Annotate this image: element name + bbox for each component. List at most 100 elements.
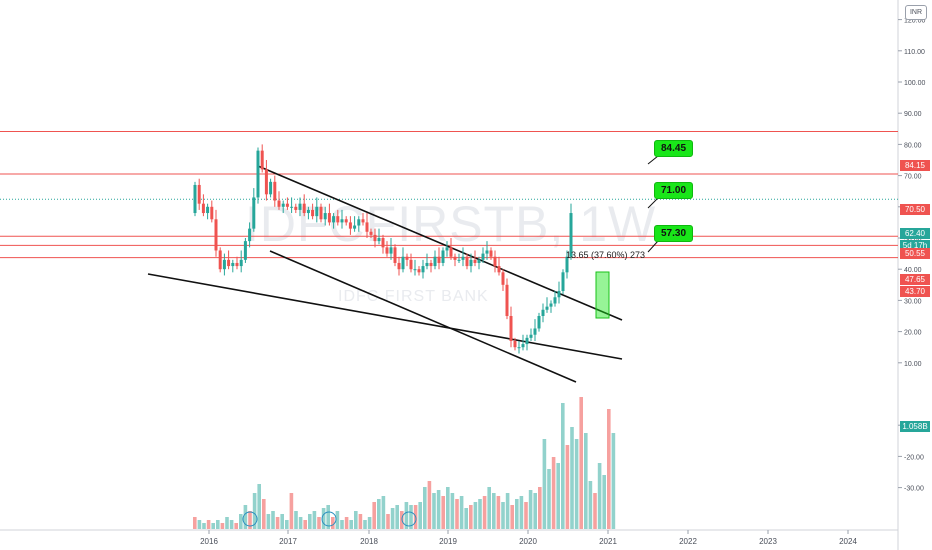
volume-bar [377,499,381,529]
volume-bar [478,499,482,529]
candle-body [264,169,268,195]
volume-bar [340,520,344,529]
candle-body [269,181,273,195]
volume-bar [423,487,427,529]
volume-bar [551,457,556,529]
volume-bar [602,475,606,529]
candle-body [323,213,327,220]
price-axis-label: 70.00 [904,174,922,181]
candle-body [290,206,294,208]
candle-body [517,347,521,349]
volume-bar [363,520,367,529]
time-axis-label: 2021 [599,537,617,546]
candle-body [445,247,449,251]
volume-bar [501,502,505,529]
target-pointer-line [647,155,659,165]
volume-bar [533,493,537,529]
price-tag: 50.55 [900,248,930,259]
trend-line[interactable] [257,165,623,321]
volume-bar [298,517,303,529]
volume-bar [275,517,280,529]
volume-bar [372,502,376,529]
price-tag: 47.65 [900,274,930,285]
candle-body [214,219,218,251]
candle-body [549,303,553,307]
candle-body [509,316,513,341]
candle-body [485,250,489,254]
candle-body [465,256,469,267]
candle-body [477,259,481,263]
volume-bar [317,517,321,529]
volume-bar [367,517,372,529]
volume-bar [492,493,496,529]
time-axis-label: 2024 [839,537,857,546]
volume-bar [450,493,455,529]
price-tag: 5d 17h [900,240,930,251]
candle-body [319,206,323,220]
target-label[interactable]: 84.45 [654,140,694,157]
volume-bar [326,505,330,529]
watermark-symbol: IDFCFIRSTB, 1W [245,196,657,252]
volume-bar [547,469,551,529]
volume-bar [252,493,257,529]
volume-bar [197,520,202,529]
event-marker-icon[interactable] [401,511,417,527]
candle-body [393,247,397,263]
event-marker-icon[interactable] [321,511,337,527]
volume-bar [257,484,261,529]
candle-body [273,181,277,201]
target-label[interactable]: 71.00 [654,182,694,199]
price-axis-label: -30.00 [904,486,924,493]
candle-body [206,206,210,214]
volume-bar [335,511,340,529]
volume-bar [593,493,597,529]
candle-body [311,209,315,217]
candle-body [344,219,348,223]
candle-body [417,269,421,273]
candle-body [197,184,201,204]
candle-body [401,256,405,270]
volume-bar [344,517,349,529]
candle-body [409,259,413,270]
candle-body [361,219,365,223]
candle-body [537,316,541,329]
candle-body [437,256,441,263]
volume-bar [243,505,248,529]
target-label[interactable]: 57.30 [654,225,694,242]
candle-body [260,150,264,170]
volume-bar [427,481,432,529]
time-axis-label: 2018 [360,537,378,546]
trend-line[interactable] [147,273,623,360]
candle-body [457,259,461,261]
candle-body [525,337,529,345]
trend-line[interactable] [269,250,577,383]
volume-bar [271,511,275,529]
volume-bar [202,523,206,529]
candle-body [481,253,485,260]
candle-body [541,309,545,316]
measure-box[interactable] [595,271,610,319]
volume-bar [390,508,395,529]
currency-button[interactable]: INR [905,5,927,20]
candle-body [235,262,239,267]
time-axis-label: 2019 [439,537,457,546]
volume-bar [404,502,409,529]
volume-bar [436,490,441,529]
candle-body [429,262,433,267]
candle-body [441,250,445,263]
volume-bar [409,505,413,529]
price-axis-label: -20.00 [904,454,924,461]
candle-body [332,216,336,223]
volume-bar [487,487,491,529]
volume-bar [473,502,478,529]
candle-body [340,219,344,223]
price-tag: 84.15 [900,160,930,171]
candle-body [377,238,381,242]
price-tag: 62.40 [900,228,930,239]
candle-body [243,241,247,260]
candle-body [227,259,231,267]
event-marker-icon[interactable] [242,511,258,527]
volume-bar [611,433,616,529]
